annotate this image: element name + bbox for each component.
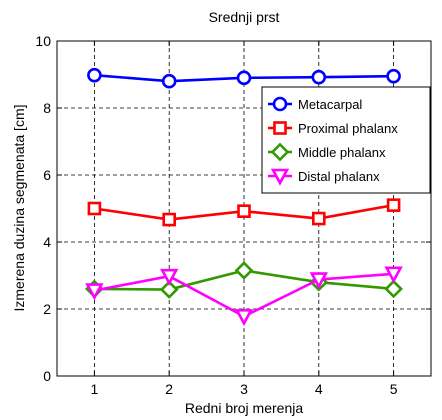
legend: Metacarpal Proximal phalanx Middle phalanx… [261, 86, 431, 194]
legend-item: Distal phalanx [268, 168, 380, 186]
y-tick-label: 0 [43, 368, 51, 384]
series-layer [85, 67, 403, 327]
legend-item: Middle phalanx [268, 142, 386, 162]
data-point [159, 280, 179, 299]
x-tick-label: 5 [390, 381, 398, 397]
legend-item: Metacarpal [268, 96, 362, 112]
y-tick-label: 8 [43, 100, 51, 116]
legend-label: Distal phalanx [298, 169, 380, 184]
legend-label: Proximal phalanx [298, 121, 398, 136]
legend-marker [273, 121, 287, 135]
x-tick-label: 1 [91, 381, 99, 397]
data-point [386, 68, 401, 84]
legend-marker [270, 168, 290, 186]
data-point [234, 309, 254, 327]
data-point [384, 279, 403, 299]
data-point [309, 272, 328, 290]
legend-label: Middle phalanx [298, 145, 386, 160]
series-metacarpal [87, 67, 401, 89]
legend-marker [272, 96, 288, 112]
x-axis-title: Redni broj merenja [185, 400, 303, 416]
legend-label: Metacarpal [298, 97, 362, 112]
series-distal-phalanx [85, 266, 403, 327]
data-point [162, 212, 176, 227]
data-point [311, 69, 327, 85]
y-tick-label: 6 [43, 167, 51, 183]
y-tick-label: 2 [43, 301, 51, 317]
data-point [234, 261, 254, 280]
data-point [160, 268, 179, 286]
data-point [384, 266, 403, 284]
y-tick-label: 10 [35, 33, 51, 49]
y-tick-label: 4 [43, 234, 51, 250]
data-point [87, 67, 102, 83]
data-point [87, 201, 102, 216]
y-axis-title: Izmerena duzina segmenata [cm] [11, 105, 27, 312]
legend-marker [270, 142, 290, 162]
data-point [386, 198, 401, 212]
series-proximal-phalanx [87, 198, 401, 227]
data-point [311, 211, 326, 226]
axis-ticks: 1 2 3 4 5 0 2 4 6 8 10 [35, 33, 431, 397]
x-tick-label: 3 [240, 381, 248, 397]
data-point [237, 204, 251, 218]
x-tick-label: 2 [165, 381, 173, 397]
data-point [85, 283, 104, 301]
legend-item: Proximal phalanx [268, 121, 398, 136]
x-tick-label: 4 [315, 381, 323, 397]
data-point [236, 70, 252, 86]
chart-title: Srednji prst [209, 9, 280, 25]
data-point [161, 73, 177, 89]
